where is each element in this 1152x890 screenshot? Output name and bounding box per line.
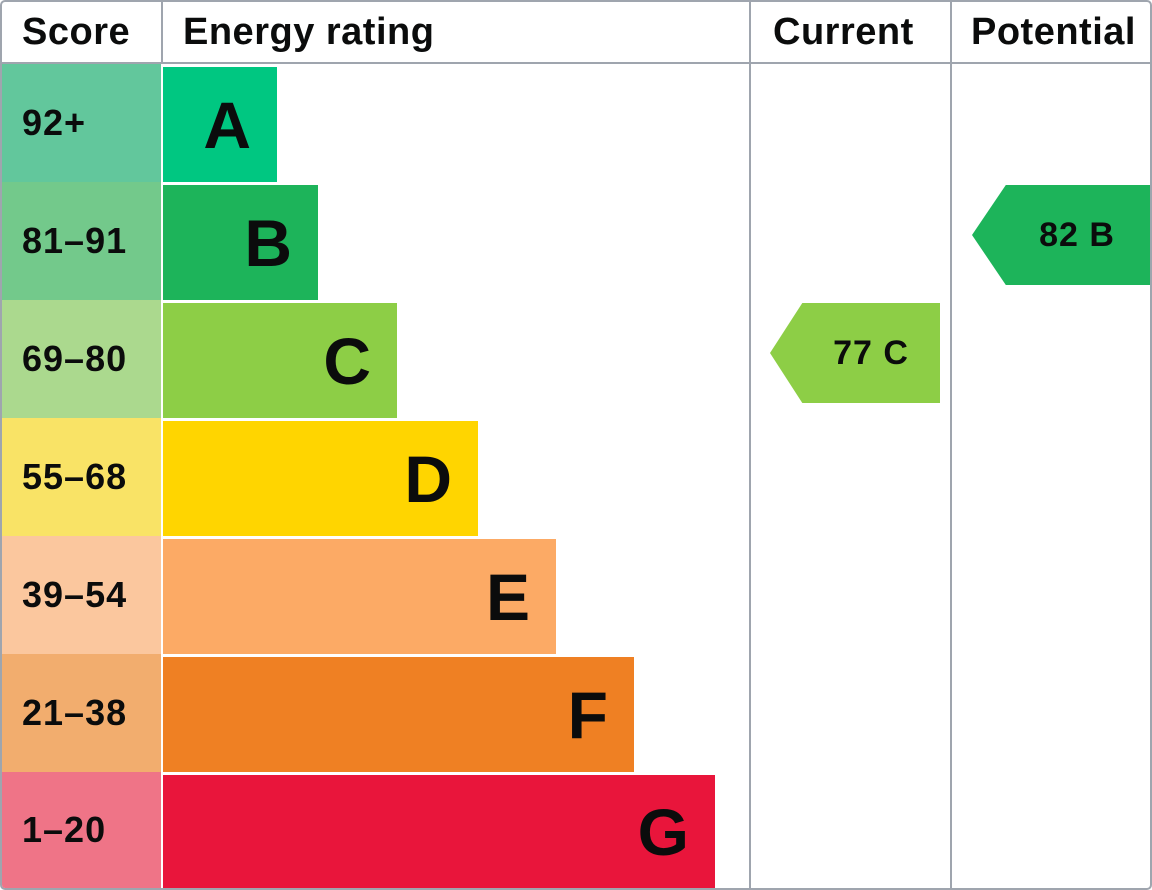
rating-band-bar: C <box>163 303 397 418</box>
rating-band-letter: D <box>404 441 452 516</box>
rating-band-bar: G <box>163 775 715 888</box>
rating-band-letter: F <box>567 677 608 752</box>
rating-row-a: 92+ A <box>2 64 749 182</box>
score-range-label: 92+ <box>22 102 87 143</box>
rating-band-bar: F <box>163 657 634 772</box>
rating-band-letter: B <box>244 205 292 280</box>
rating-row-d: 55–68 D <box>2 418 749 536</box>
score-cell: 1–20 <box>2 772 161 888</box>
potential-rating-arrow: 82 B <box>972 185 1150 285</box>
current-rating-label: 77 C <box>833 333 909 372</box>
rating-band-letter: G <box>637 794 689 869</box>
score-range-label: 81–91 <box>22 220 128 261</box>
rating-band-letter: A <box>203 87 251 162</box>
current-column-header: Current <box>773 10 914 53</box>
potential-column-header: Potential <box>971 10 1136 53</box>
rating-row-g: 1–20 G <box>2 772 749 888</box>
rating-row-f: 21–38 F <box>2 654 749 772</box>
score-column-divider <box>161 2 163 62</box>
rating-band-bar: E <box>163 539 556 654</box>
score-cell: 69–80 <box>2 300 161 418</box>
potential-rating-label: 82 B <box>1039 215 1115 254</box>
rating-row-b: 81–91 B <box>2 182 749 300</box>
current-rating-arrow: 77 C <box>770 303 940 403</box>
score-range-label: 39–54 <box>22 574 128 615</box>
rating-band-letter: C <box>323 323 371 398</box>
score-cell: 21–38 <box>2 654 161 772</box>
energy-rating-column-header: Energy rating <box>183 10 435 53</box>
score-cell: 55–68 <box>2 418 161 536</box>
rating-row-e: 39–54 E <box>2 536 749 654</box>
score-range-label: 21–38 <box>22 692 128 733</box>
score-cell: 39–54 <box>2 536 161 654</box>
score-range-label: 55–68 <box>22 456 128 497</box>
score-column-header: Score <box>22 10 131 53</box>
current-column-divider <box>749 2 751 888</box>
rating-band-bar: A <box>163 67 277 182</box>
score-cell: 81–91 <box>2 182 161 300</box>
rating-row-c: 69–80 C <box>2 300 749 418</box>
potential-column-divider <box>950 2 952 888</box>
rating-band-bar: D <box>163 421 478 536</box>
rating-band-bar: B <box>163 185 318 300</box>
header-bottom-border <box>2 62 1150 64</box>
score-range-label: 69–80 <box>22 338 128 379</box>
score-range-label: 1–20 <box>22 809 107 850</box>
score-cell: 92+ <box>2 64 161 182</box>
rating-band-letter: E <box>485 559 530 634</box>
